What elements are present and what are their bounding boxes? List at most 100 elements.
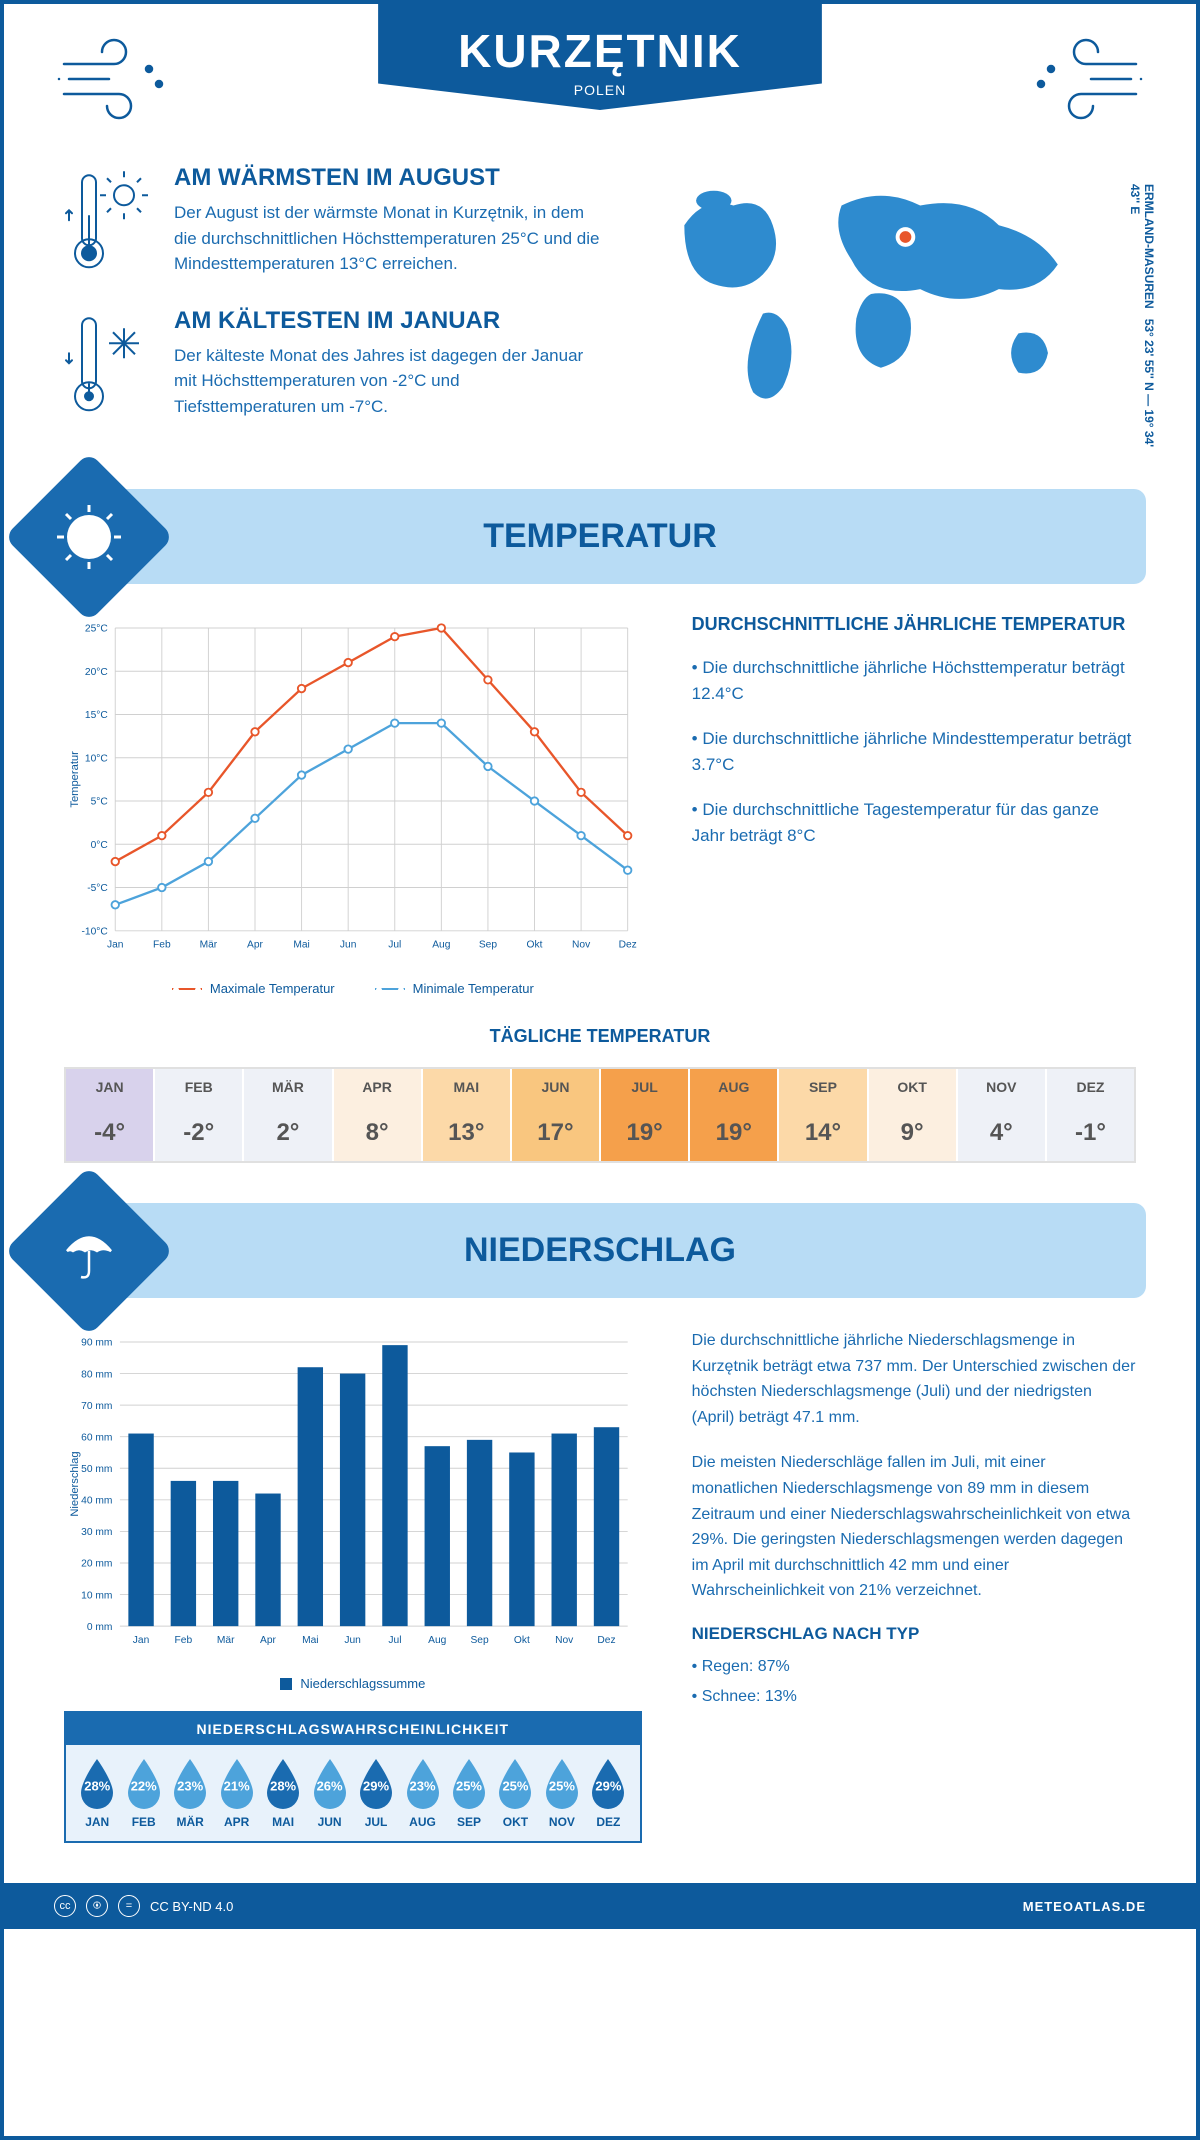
svg-text:Dez: Dez bbox=[619, 940, 637, 951]
temp-bullet-2: • Die durchschnittliche jährliche Mindes… bbox=[692, 726, 1136, 777]
svg-text:Temperatur: Temperatur bbox=[69, 751, 81, 808]
svg-text:-5°C: -5°C bbox=[87, 883, 108, 894]
cc-icon: cc bbox=[54, 1895, 76, 1917]
svg-text:40 mm: 40 mm bbox=[81, 1496, 112, 1507]
title-banner: KURZĘTNIK POLEN bbox=[378, 4, 822, 110]
svg-text:Dez: Dez bbox=[597, 1635, 615, 1646]
precip-rain: • Regen: 87% bbox=[692, 1654, 1136, 1680]
probability-title: NIEDERSCHLAGSWAHRSCHEINLICHKEIT bbox=[66, 1713, 640, 1745]
temperature-line-chart: -10°C-5°C0°C5°C10°C15°C20°C25°CJanFebMär… bbox=[64, 614, 642, 968]
svg-text:Sep: Sep bbox=[479, 940, 498, 951]
svg-text:Aug: Aug bbox=[428, 1635, 447, 1646]
svg-text:5°C: 5°C bbox=[91, 797, 108, 808]
svg-text:Mai: Mai bbox=[302, 1635, 318, 1646]
svg-text:Mär: Mär bbox=[217, 1635, 235, 1646]
intro-section: AM WÄRMSTEN IM AUGUST Der August ist der… bbox=[4, 134, 1196, 489]
svg-text:Jun: Jun bbox=[340, 940, 357, 951]
coldest-text: Der kälteste Monat des Jahres ist dagege… bbox=[174, 343, 605, 420]
temperature-chart-wrap: -10°C-5°C0°C5°C10°C15°C20°C25°CJanFebMär… bbox=[64, 614, 642, 996]
svg-text:Okt: Okt bbox=[527, 940, 543, 951]
svg-text:Mai: Mai bbox=[293, 940, 310, 951]
city-name: KURZĘTNIK bbox=[458, 24, 742, 78]
daily-temp-title: TÄGLICHE TEMPERATUR bbox=[64, 1026, 1136, 1047]
sun-icon bbox=[54, 502, 124, 572]
probability-row: 28%JAN22%FEB23%MÄR21%APR28%MAI26%JUN29%J… bbox=[66, 1745, 640, 1841]
prob-cell: 25%NOV bbox=[539, 1757, 585, 1829]
svg-text:Feb: Feb bbox=[175, 1635, 193, 1646]
prob-cell: 25%SEP bbox=[446, 1757, 492, 1829]
country-name: POLEN bbox=[458, 82, 742, 98]
temperature-content: -10°C-5°C0°C5°C10°C15°C20°C25°CJanFebMär… bbox=[4, 614, 1196, 1026]
svg-text:20°C: 20°C bbox=[85, 667, 108, 678]
temp-cell: SEP14° bbox=[779, 1069, 868, 1161]
coldest-title: AM KÄLTESTEN IM JANUAR bbox=[174, 307, 605, 335]
temp-cell: NOV4° bbox=[958, 1069, 1047, 1161]
header-row: KURZĘTNIK POLEN bbox=[4, 4, 1196, 134]
nd-icon: = bbox=[118, 1895, 140, 1917]
temp-bullet-3: • Die durchschnittliche Tagestemperatur … bbox=[692, 797, 1136, 848]
temp-cell: FEB-2° bbox=[155, 1069, 244, 1161]
thermometer-snow-icon bbox=[64, 307, 154, 420]
precipitation-bar-chart: 0 mm10 mm20 mm30 mm40 mm50 mm60 mm70 mm8… bbox=[64, 1328, 642, 1663]
precipitation-left: 0 mm10 mm20 mm30 mm40 mm50 mm60 mm70 mm8… bbox=[64, 1328, 642, 1843]
temp-cell: OKT9° bbox=[869, 1069, 958, 1161]
warmest-fact: AM WÄRMSTEN IM AUGUST Der August ist der… bbox=[64, 164, 605, 277]
svg-text:Apr: Apr bbox=[260, 1635, 277, 1646]
svg-text:0°C: 0°C bbox=[91, 840, 108, 851]
precip-para-2: Die meisten Niederschläge fallen im Juli… bbox=[692, 1450, 1136, 1604]
temp-cell: APR8° bbox=[334, 1069, 423, 1161]
by-icon: 🅯 bbox=[86, 1895, 108, 1917]
svg-text:0 mm: 0 mm bbox=[87, 1622, 113, 1633]
umbrella-icon bbox=[56, 1219, 121, 1284]
prob-cell: 21%APR bbox=[213, 1757, 259, 1829]
warmest-text: Der August ist der wärmste Monat in Kurz… bbox=[174, 200, 605, 277]
temp-cell: MÄR2° bbox=[244, 1069, 333, 1161]
svg-text:60 mm: 60 mm bbox=[81, 1432, 112, 1443]
precip-para-1: Die durchschnittliche jährliche Niedersc… bbox=[692, 1328, 1136, 1430]
warmest-title: AM WÄRMSTEN IM AUGUST bbox=[174, 164, 605, 192]
prob-cell: 26%JUN bbox=[306, 1757, 352, 1829]
page-container: KURZĘTNIK POLEN AM WÄRMSTEN IM AUGUST bbox=[0, 0, 1200, 2140]
precipitation-title: NIEDERSCHLAG bbox=[54, 1231, 1146, 1270]
svg-text:Jul: Jul bbox=[388, 1635, 401, 1646]
svg-text:Niederschlag: Niederschlag bbox=[69, 1451, 81, 1516]
svg-text:Feb: Feb bbox=[153, 940, 171, 951]
world-map-icon bbox=[645, 164, 1136, 424]
temperature-title: TEMPERATUR bbox=[54, 517, 1146, 556]
prob-cell: 29%DEZ bbox=[585, 1757, 631, 1829]
temp-bullet-1: • Die durchschnittliche jährliche Höchst… bbox=[692, 655, 1136, 706]
wind-icon-right bbox=[1016, 34, 1146, 124]
daily-temperature: TÄGLICHE TEMPERATUR JAN-4°FEB-2°MÄR2°APR… bbox=[4, 1026, 1196, 1203]
prob-cell: 28%MAI bbox=[260, 1757, 306, 1829]
precipitation-info: Die durchschnittliche jährliche Niedersc… bbox=[692, 1328, 1136, 1843]
svg-text:-10°C: -10°C bbox=[82, 927, 108, 938]
precipitation-legend: Niederschlagssumme bbox=[64, 1676, 642, 1691]
temp-cell: JAN-4° bbox=[66, 1069, 155, 1161]
svg-text:Okt: Okt bbox=[514, 1635, 530, 1646]
precipitation-section-header: NIEDERSCHLAG bbox=[54, 1203, 1146, 1298]
thermometer-sun-icon bbox=[64, 164, 154, 277]
temperature-section-header: TEMPERATUR bbox=[54, 489, 1146, 584]
precip-type-title: NIEDERSCHLAG NACH TYP bbox=[692, 1624, 1136, 1644]
svg-text:90 mm: 90 mm bbox=[81, 1338, 112, 1349]
precipitation-content: 0 mm10 mm20 mm30 mm40 mm50 mm60 mm70 mm8… bbox=[4, 1328, 1196, 1863]
svg-text:50 mm: 50 mm bbox=[81, 1464, 112, 1475]
svg-text:Aug: Aug bbox=[432, 940, 451, 951]
svg-text:Jul: Jul bbox=[388, 940, 401, 951]
prob-cell: 23%MÄR bbox=[167, 1757, 213, 1829]
footer-site: METEOATLAS.DE bbox=[1023, 1899, 1146, 1914]
svg-text:Apr: Apr bbox=[247, 940, 264, 951]
prob-cell: 25%OKT bbox=[492, 1757, 538, 1829]
svg-text:Jan: Jan bbox=[107, 940, 124, 951]
svg-text:10 mm: 10 mm bbox=[81, 1590, 112, 1601]
svg-text:Sep: Sep bbox=[470, 1635, 489, 1646]
wind-icon-left bbox=[54, 34, 184, 124]
svg-text:70 mm: 70 mm bbox=[81, 1401, 112, 1412]
svg-text:Mär: Mär bbox=[200, 940, 218, 951]
svg-text:Jan: Jan bbox=[133, 1635, 150, 1646]
svg-text:Nov: Nov bbox=[555, 1635, 574, 1646]
svg-text:Nov: Nov bbox=[572, 940, 591, 951]
map-column: ERMLAND-MASUREN 53° 23' 55'' N — 19° 34'… bbox=[645, 164, 1136, 449]
facts-column: AM WÄRMSTEN IM AUGUST Der August ist der… bbox=[64, 164, 605, 449]
svg-text:10°C: 10°C bbox=[85, 753, 108, 764]
